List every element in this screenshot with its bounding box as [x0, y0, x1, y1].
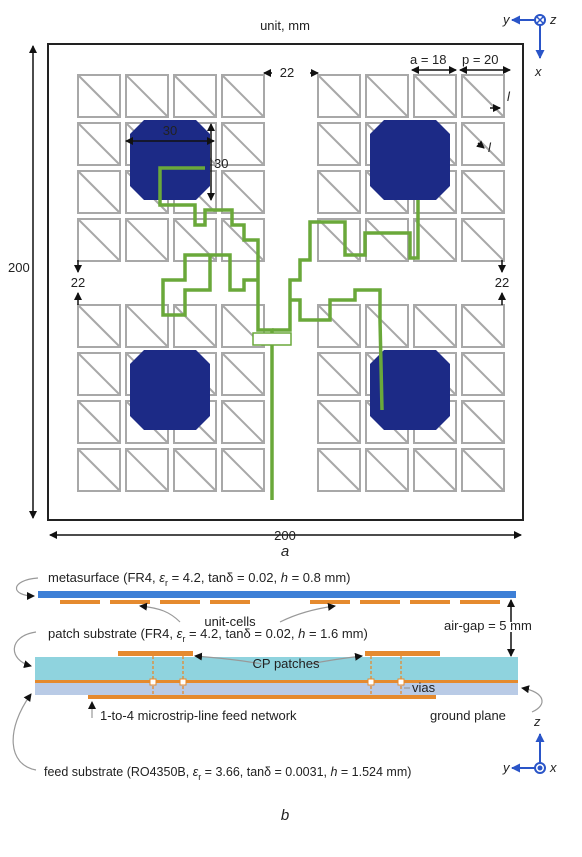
ground-plane-label: ground plane [430, 708, 506, 723]
unit-cell-diagonal [78, 449, 120, 491]
unit-cell-side [460, 600, 500, 604]
axes-a [512, 15, 545, 58]
unit-cell-diagonal [318, 353, 360, 395]
unit-cell-diagonal [78, 123, 120, 165]
unit-cell-diagonal [318, 171, 360, 213]
unit-cell-diagonal [222, 353, 264, 395]
dim-gap-top: 22 [280, 65, 294, 80]
unit-cell-diagonal [222, 75, 264, 117]
unit-cell-diagonal [462, 171, 504, 213]
unit-cell-diagonal [222, 449, 264, 491]
air-gap-label: air-gap = 5 mm [444, 618, 532, 633]
unit-cell-diagonal [78, 353, 120, 395]
unit-cell-diagonal [78, 305, 120, 347]
unit-cell-diagonal [414, 449, 456, 491]
unit-cell-side [410, 600, 450, 604]
patch [370, 120, 450, 200]
unit-cell-diagonal [414, 219, 456, 261]
unit-cell-diagonal [318, 305, 360, 347]
figure: unit, mm y z x 22 30 30 200 22 22 200 a … [0, 0, 582, 857]
unit-cell-diagonal [462, 401, 504, 443]
unit-cell-diagonal [126, 219, 168, 261]
unit-cell-diagonal [222, 171, 264, 213]
unit-cell-diagonal [462, 219, 504, 261]
unit-cell-diagonal [78, 75, 120, 117]
cp-patches-label: CP patches [253, 656, 320, 671]
unit-cell-diagonal [366, 219, 408, 261]
axis-z-b: z [533, 714, 541, 729]
unit-cell-diagonal [366, 75, 408, 117]
unit-cell-diagonal [366, 305, 408, 347]
unit-cell-diagonal [126, 75, 168, 117]
unit-cell-diagonal [318, 123, 360, 165]
caption-b: b [281, 807, 289, 824]
unit-cell-diagonal [174, 305, 216, 347]
unit-cell-diagonal [462, 123, 504, 165]
axis-y: y [502, 12, 511, 27]
metasurface-layer [38, 591, 516, 598]
unit-cell-side [360, 600, 400, 604]
axis-x-b: x [549, 760, 557, 775]
unit-cell-diagonal [462, 449, 504, 491]
dim-p: p = 20 [462, 52, 499, 67]
patch [130, 350, 210, 430]
axis-z: z [549, 12, 557, 27]
unit-cell-side [110, 600, 150, 604]
axis-x: x [534, 64, 542, 79]
dim-size-y: 200 [8, 260, 30, 275]
patch-substrate-label: patch substrate (FR4, εr = 4.2, tanδ = 0… [48, 626, 368, 644]
ground-plane [35, 680, 518, 683]
unit-cell-diagonal [414, 305, 456, 347]
feed-line-layer [88, 695, 436, 699]
unit-cell-diagonal [462, 353, 504, 395]
vias-label: vias [412, 680, 436, 695]
unit-cell-diagonal [222, 401, 264, 443]
cp-patch [118, 651, 193, 656]
unit-cell-diagonal [78, 171, 120, 213]
unit-cell-diagonal [78, 401, 120, 443]
unit-cell-diagonal [414, 75, 456, 117]
dimension-arrows [33, 46, 521, 535]
unit-cell-diagonal [462, 75, 504, 117]
unit-cell-diagonal [174, 449, 216, 491]
dim-patch-width: 30 [163, 123, 177, 138]
unit-cell-diagonal [78, 219, 120, 261]
dim-patch-height: 30 [214, 156, 228, 171]
unit-cell-diagonal [318, 449, 360, 491]
unit-cell-diagonal [174, 75, 216, 117]
unit-cell-diagonal [366, 449, 408, 491]
unit-cell-diagonal [462, 305, 504, 347]
page: {"part_a": {"unit": "unit, mm", "dims": … [0, 0, 582, 857]
metasurface-label: metasurface (FR4, εr = 4.2, tanδ = 0.02,… [48, 570, 350, 588]
unit-cell-side [210, 600, 250, 604]
dim-gap-right: 22 [495, 275, 509, 290]
unit-cell-side [310, 600, 350, 604]
unit-cell-diagonal [318, 75, 360, 117]
feed-substrate [35, 683, 518, 695]
cp-patch [365, 651, 440, 656]
dim-size-x: 200 [274, 528, 296, 543]
dim-a: a = 18 [410, 52, 447, 67]
unit-cell-side [160, 600, 200, 604]
unit-cells-side [60, 600, 500, 604]
feed-substrate-label: feed substrate (RO4350B, εr = 3.66, tanδ… [44, 765, 411, 782]
caption-a: a [281, 543, 289, 560]
feed-network-label: 1-to-4 microstrip-line feed network [100, 708, 297, 723]
axis-y-b: y [502, 760, 511, 775]
unit-cell-diagonal [318, 401, 360, 443]
dim-l-edge: l [507, 89, 511, 104]
unit-cell-diagonal [126, 449, 168, 491]
unit-label: unit, mm [260, 18, 310, 33]
axes-b [512, 734, 545, 773]
dim-gap-left: 22 [71, 275, 85, 290]
unit-cell-side [60, 600, 100, 604]
connector-pad [253, 333, 291, 345]
